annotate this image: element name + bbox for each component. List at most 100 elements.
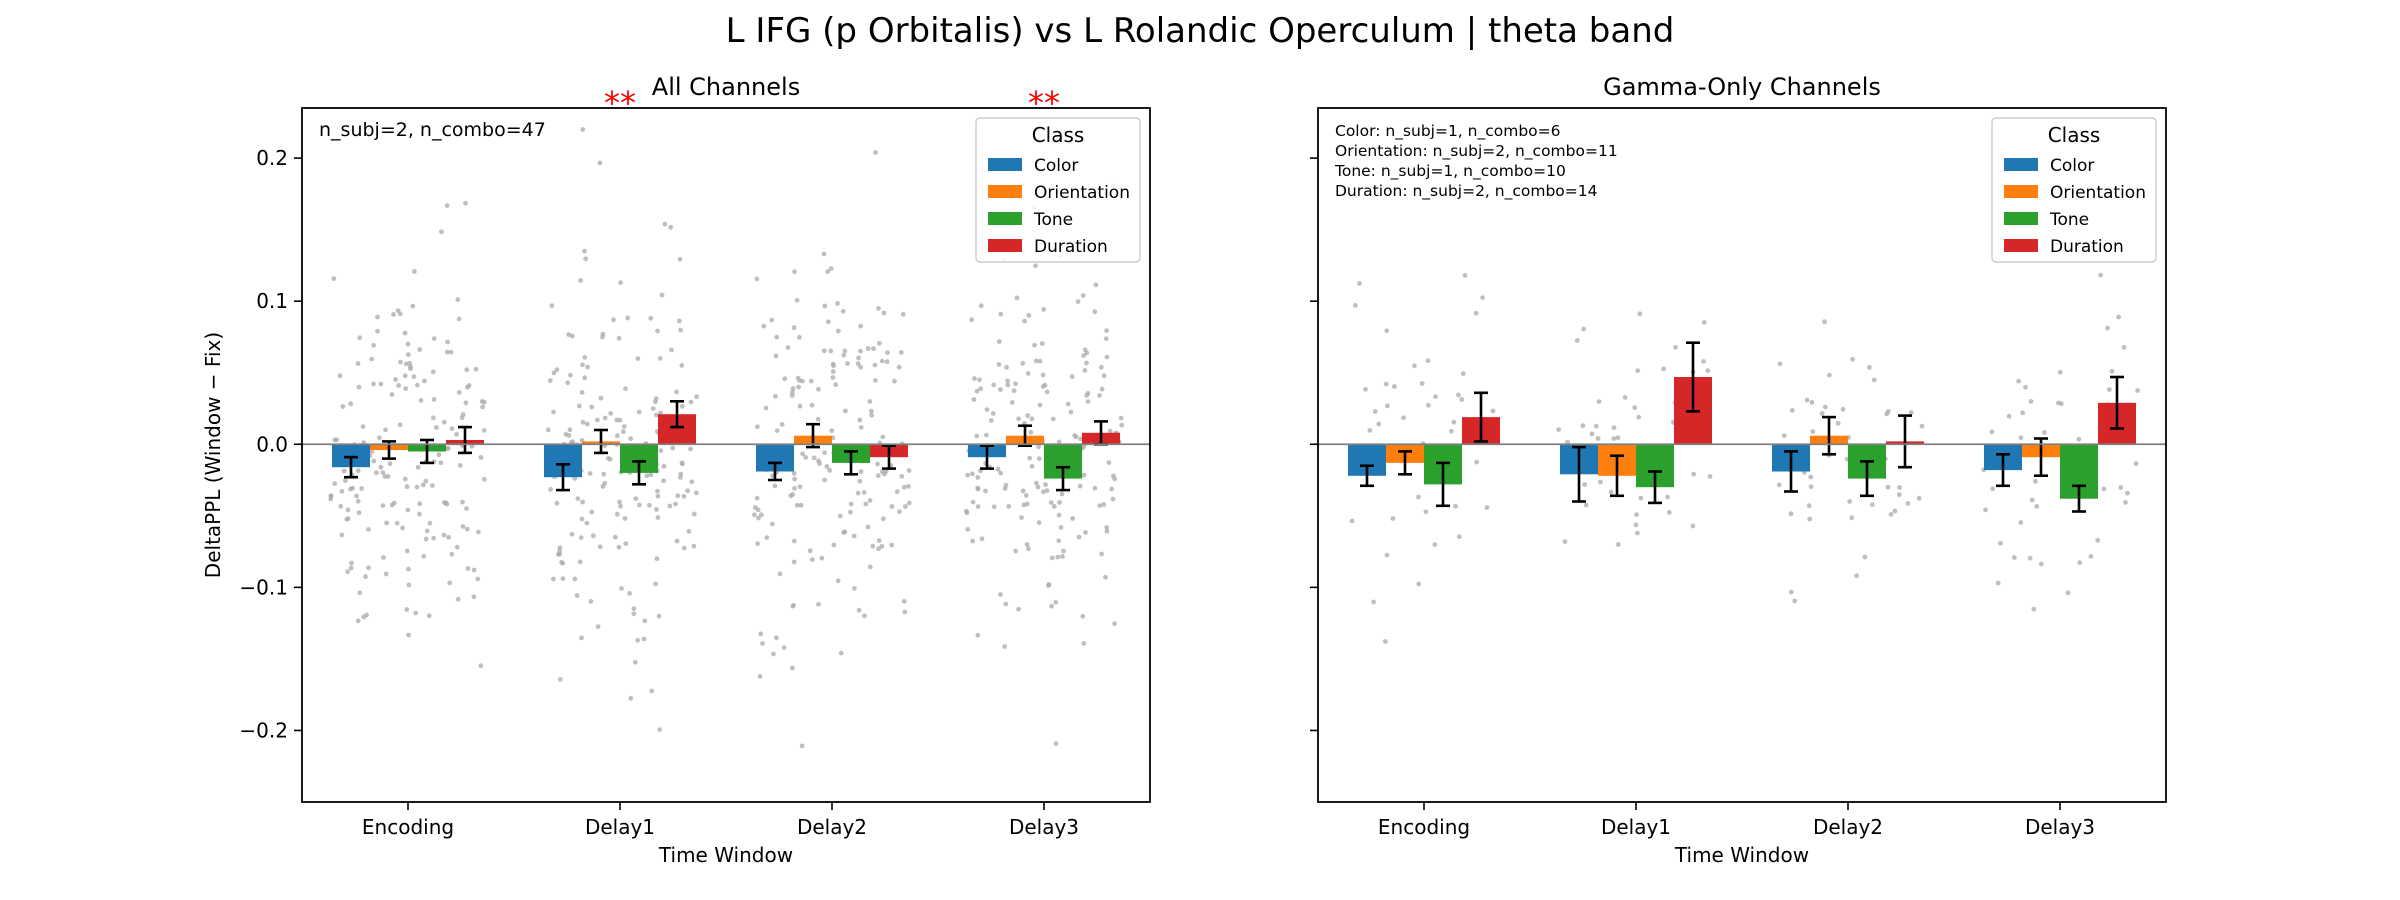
scatter-point bbox=[1615, 435, 1621, 441]
scatter-point bbox=[431, 535, 437, 541]
scatter-point bbox=[1050, 416, 1056, 422]
scatter-point bbox=[1056, 538, 1062, 544]
scatter-point bbox=[1426, 402, 1431, 408]
legend-swatch-tone bbox=[988, 212, 1022, 225]
scatter-point bbox=[446, 534, 452, 540]
scatter-point bbox=[790, 492, 795, 497]
scatter-point bbox=[414, 484, 420, 490]
scatter-point bbox=[2031, 606, 2037, 612]
error-bar-orientation-delay3 bbox=[1018, 424, 1032, 448]
scatter-point bbox=[363, 574, 368, 580]
scatter-point bbox=[449, 426, 455, 432]
scatter-point bbox=[1896, 492, 1902, 497]
scatter-point bbox=[608, 411, 614, 416]
scatter-point bbox=[773, 353, 779, 359]
scatter-point bbox=[772, 483, 778, 489]
scatter-point bbox=[328, 496, 334, 502]
scatter-point bbox=[473, 366, 479, 372]
scatter-point bbox=[773, 393, 778, 399]
legend: Class Color Orientation Tone Duration bbox=[975, 117, 1141, 263]
scatter-point bbox=[653, 412, 659, 418]
scatter-point bbox=[557, 545, 563, 550]
scatter-point bbox=[1081, 353, 1086, 358]
bar-color-encoding bbox=[332, 444, 370, 468]
scatter-point bbox=[1583, 502, 1589, 508]
scatter-point bbox=[840, 308, 846, 314]
scatter-point bbox=[2133, 461, 2139, 466]
scatter-point bbox=[445, 339, 450, 345]
scatter-point bbox=[963, 508, 969, 514]
scatter-point bbox=[771, 651, 776, 657]
scatter-point bbox=[398, 359, 403, 365]
scatter-point bbox=[1099, 551, 1104, 557]
scatter-point bbox=[821, 348, 827, 354]
scatter-point bbox=[1037, 402, 1043, 408]
scatter-point bbox=[822, 450, 827, 456]
scatter-point bbox=[341, 468, 347, 474]
scatter-point bbox=[375, 328, 380, 334]
scatter-point bbox=[845, 361, 850, 366]
scatter-point bbox=[876, 538, 882, 543]
scatter-point bbox=[1081, 472, 1087, 478]
scatter-point bbox=[974, 433, 980, 439]
scatter-point bbox=[1384, 552, 1390, 558]
scatter-point bbox=[877, 340, 882, 346]
scatter-point bbox=[597, 544, 603, 550]
scatter-point bbox=[650, 406, 656, 411]
scatter-point bbox=[875, 473, 881, 478]
scatter-point bbox=[799, 743, 805, 749]
scatter-point bbox=[769, 317, 775, 323]
y-tick-label: −0.2 bbox=[239, 718, 288, 742]
scatter-point bbox=[679, 363, 685, 368]
scatter-point bbox=[1808, 474, 1814, 480]
error-bar-duration-delay2 bbox=[882, 444, 896, 470]
scatter-point bbox=[2006, 413, 2012, 419]
scatter-point bbox=[420, 482, 426, 488]
scatter-point bbox=[1995, 580, 2001, 586]
legend-label-duration: Duration bbox=[2050, 237, 2124, 257]
scatter-point bbox=[808, 378, 814, 384]
scatter-point bbox=[822, 303, 828, 309]
scatter-point bbox=[1065, 401, 1071, 407]
scatter-point bbox=[757, 674, 763, 679]
scatter-point bbox=[1788, 589, 1794, 595]
scatter-point bbox=[998, 387, 1003, 392]
scatter-point bbox=[826, 319, 831, 325]
scatter-point bbox=[790, 665, 795, 671]
scatter-point bbox=[678, 327, 683, 333]
scatter-point bbox=[669, 347, 674, 353]
scatter-point bbox=[1084, 350, 1090, 356]
scatter-point bbox=[1036, 520, 1042, 525]
scatter-point bbox=[865, 346, 871, 351]
scatter-point bbox=[1016, 606, 1021, 612]
scatter-point bbox=[360, 424, 366, 430]
legend-swatch-orientation bbox=[988, 185, 1022, 198]
scatter-point bbox=[2095, 537, 2101, 543]
scatter-point bbox=[619, 586, 624, 591]
scatter-point bbox=[1636, 414, 1642, 420]
scatter-point bbox=[790, 389, 795, 395]
scatter-point bbox=[2135, 388, 2141, 393]
legend-label-orientation: Orientation bbox=[2050, 183, 2146, 203]
scatter-point bbox=[431, 397, 437, 402]
scatter-point bbox=[393, 377, 398, 382]
error-bar-orientation-delay2 bbox=[1822, 415, 1836, 456]
scatter-point bbox=[1025, 371, 1031, 376]
scatter-point bbox=[901, 484, 907, 490]
error-bar-duration-delay1 bbox=[670, 399, 684, 429]
scatter-point bbox=[460, 499, 465, 505]
axes-frame bbox=[1317, 107, 2167, 803]
scatter-point bbox=[1892, 508, 1898, 514]
scatter-point bbox=[858, 425, 864, 430]
scatter-point bbox=[791, 538, 797, 544]
scatter-point bbox=[970, 471, 975, 477]
scatter-point bbox=[466, 383, 472, 388]
scatter-point bbox=[554, 500, 560, 506]
scatter-point bbox=[404, 548, 410, 554]
scatter-point bbox=[680, 461, 685, 467]
scatter-point bbox=[1072, 433, 1078, 438]
scatter-point bbox=[655, 328, 660, 334]
scatter-point bbox=[616, 544, 622, 550]
scatter-point bbox=[380, 470, 386, 475]
scatter-point bbox=[1484, 505, 1490, 510]
